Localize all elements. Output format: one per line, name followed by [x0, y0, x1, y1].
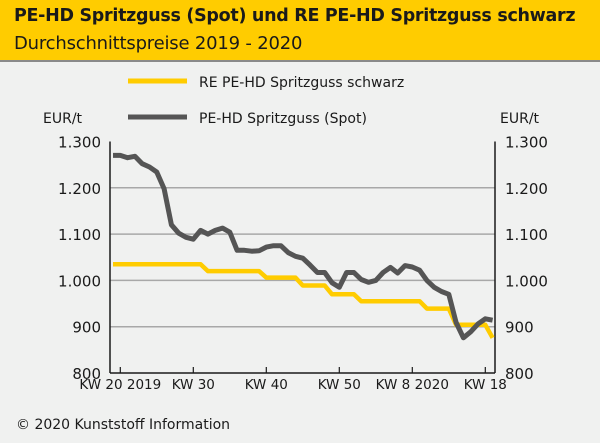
y-axis-label-right: EUR/t [500, 111, 540, 127]
x-tick-label: KW 50 [318, 377, 361, 393]
y-axis-label-left: EUR/t [43, 111, 83, 127]
x-tick-label: KW 30 [172, 377, 215, 393]
y-tick-label-right: 1.000 [505, 272, 548, 290]
y-tick-label-right: 800 [505, 365, 534, 383]
x-tick-label: KW 40 [245, 377, 288, 393]
y-tick-label-left: 900 [72, 319, 101, 337]
series-line-re-pe-hd [113, 261, 495, 339]
y-tick-label-right: 1.200 [505, 180, 548, 198]
y-tick-label-right: 900 [505, 319, 534, 337]
chart-title: PE-HD Spritzguss (Spot) und RE PE-HD Spr… [14, 6, 576, 26]
y-tick-label-left: 1.100 [58, 226, 101, 244]
y-tick-label-right: 1.300 [505, 134, 548, 152]
copyright: © 2020 Kunststoff Information [16, 417, 231, 433]
y-tick-label-left: 1.000 [58, 272, 101, 290]
x-tick-label: KW 18 [464, 377, 507, 393]
y-tick-label-left: 800 [72, 365, 101, 383]
y-tick-label-right: 1.100 [505, 226, 548, 244]
legend-label-re-pe-hd: RE PE-HD Spritzguss schwarz [199, 75, 404, 91]
series-line-pe-hd-spot [113, 152, 494, 341]
y-tick-label-left: 1.300 [58, 134, 101, 152]
x-tick-label: KW 8 2020 [376, 377, 449, 393]
x-tick-label: KW 20 2019 [79, 377, 161, 393]
header: PE-HD Spritzguss (Spot) und RE PE-HD Spr… [0, 0, 600, 62]
legend-label-pe-hd-spot: PE-HD Spritzguss (Spot) [199, 111, 367, 127]
y-tick-label-left: 1.200 [58, 180, 101, 198]
chart-subtitle: Durchschnittspreise 2019 - 2020 [14, 33, 303, 54]
